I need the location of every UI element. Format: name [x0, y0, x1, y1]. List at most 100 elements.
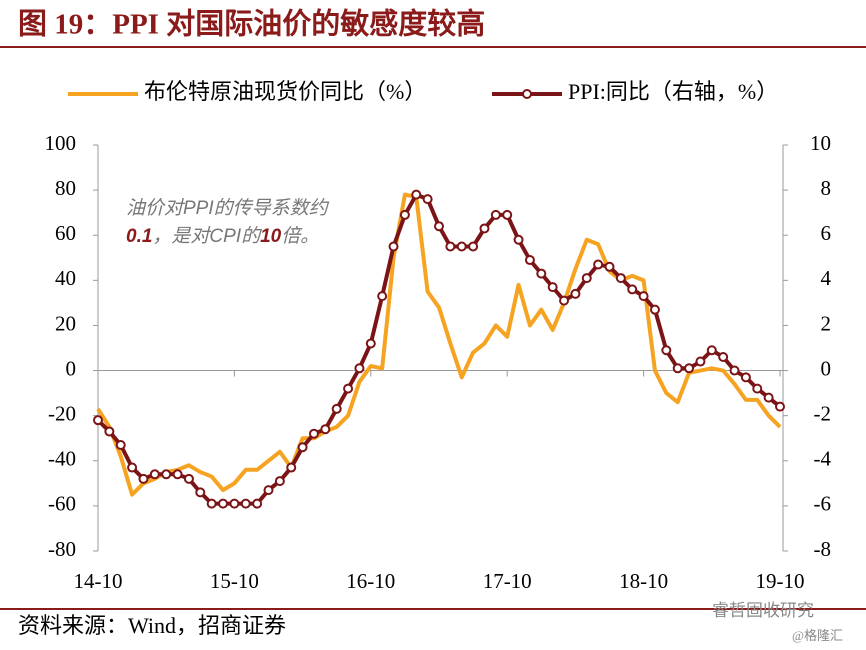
y-tick-label: 40	[55, 266, 76, 290]
series-marker	[229, 498, 240, 509]
series-marker	[331, 403, 342, 414]
y-tick-label: 0	[66, 356, 77, 380]
series-marker	[763, 392, 774, 403]
source: 资料来源：Wind，招商证券	[18, 613, 286, 638]
series-marker	[638, 291, 649, 302]
series-marker	[536, 268, 547, 279]
series-marker	[218, 498, 229, 509]
series-marker	[206, 498, 217, 509]
series-marker	[161, 469, 172, 480]
series-marker	[752, 383, 763, 394]
series-marker	[183, 473, 194, 484]
series-marker	[775, 401, 785, 412]
annotation-text: 油价对PPI的传导系数约	[126, 197, 330, 219]
chart-title: 图 19：PPI 对国际油价的敏感度较高	[18, 7, 485, 41]
series-marker	[422, 194, 433, 205]
series-marker	[252, 498, 263, 509]
y-tick-label: -80	[48, 537, 76, 561]
series-marker	[706, 345, 717, 356]
series-marker	[138, 473, 149, 484]
series-marker	[127, 462, 138, 473]
y2-tick-label: 0	[821, 356, 832, 380]
annotation-text: 倍。	[281, 225, 319, 247]
legend-item: 布伦特原油现货价同比（%）	[68, 79, 426, 104]
series-marker	[490, 209, 501, 220]
series-marker	[320, 424, 331, 435]
legend-marker	[522, 89, 532, 99]
series-marker	[604, 261, 615, 272]
series-marker	[411, 189, 422, 200]
series-marker	[365, 338, 376, 349]
y2-tick-label: -2	[814, 401, 832, 425]
series-marker	[104, 426, 115, 437]
series-marker	[343, 383, 354, 394]
y2-tick-label: 8	[821, 176, 832, 200]
series-marker	[672, 363, 683, 374]
series-line	[96, 192, 782, 497]
y-tick-label: -40	[48, 447, 76, 471]
y-tick-label: 60	[55, 221, 76, 245]
series-marker	[263, 485, 274, 496]
y2-tick-label: 4	[821, 266, 832, 290]
y-tick-label: 20	[55, 311, 76, 335]
y-tick-label: -20	[48, 401, 76, 425]
series-marker	[547, 282, 558, 293]
y2-tick-label: -4	[814, 447, 832, 471]
x-tick-label: 14-10	[74, 569, 123, 593]
y-tick-label: -60	[48, 492, 76, 516]
series-marker	[274, 476, 285, 487]
series-marker	[456, 241, 467, 252]
watermark: 睿哲固收研究	[712, 601, 814, 620]
series-marker	[524, 255, 535, 266]
y-tick-label: 80	[55, 176, 76, 200]
series-marker	[615, 273, 626, 284]
series-marker	[593, 259, 604, 270]
series-marker	[377, 291, 388, 302]
legend-label: 布伦特原油现货价同比（%）	[144, 79, 426, 104]
series-marker	[195, 487, 206, 498]
series-marker	[399, 209, 410, 220]
y2-tick-label: -6	[814, 492, 832, 516]
series-marker	[684, 363, 695, 374]
series-marker	[502, 209, 513, 220]
series-marker	[240, 498, 251, 509]
series-marker	[388, 241, 399, 252]
series-marker	[729, 365, 740, 376]
series-marker	[308, 428, 319, 439]
x-tick-label: 16-10	[346, 569, 395, 593]
series-marker	[149, 469, 160, 480]
series-marker	[172, 469, 183, 480]
y2-tick-label: -8	[814, 537, 832, 561]
legend-label: PPI:同比（右轴，%）	[568, 79, 778, 104]
series-marker	[661, 345, 672, 356]
series-marker	[570, 288, 581, 299]
annotation-text: 0.1	[126, 226, 152, 247]
annotation-text: 10	[260, 226, 282, 247]
series-marker	[581, 273, 592, 284]
watermark: @格隆汇	[792, 628, 843, 643]
series-marker	[445, 241, 456, 252]
series-marker	[354, 363, 365, 374]
annotation-text: ，是对CPI的	[152, 225, 262, 247]
series-marker	[434, 221, 444, 232]
series-marker	[627, 284, 638, 295]
x-tick-label: 19-10	[756, 569, 805, 593]
x-tick-label: 15-10	[210, 569, 259, 593]
y2-tick-label: 2	[821, 311, 832, 335]
series-marker	[649, 304, 660, 315]
y2-tick-label: 10	[810, 131, 831, 155]
series-marker	[695, 356, 706, 367]
series-marker	[115, 439, 126, 450]
legend-item: PPI:同比（右轴，%）	[492, 79, 778, 104]
series-marker	[479, 223, 490, 234]
series-marker	[286, 462, 297, 473]
x-tick-label: 17-10	[483, 569, 532, 593]
y-tick-label: 100	[45, 131, 77, 155]
y2-tick-label: 6	[821, 221, 832, 245]
x-tick-label: 18-10	[619, 569, 668, 593]
series-marker	[559, 295, 570, 306]
series-marker	[718, 352, 729, 363]
series-marker	[740, 372, 751, 383]
series-marker	[93, 415, 103, 426]
